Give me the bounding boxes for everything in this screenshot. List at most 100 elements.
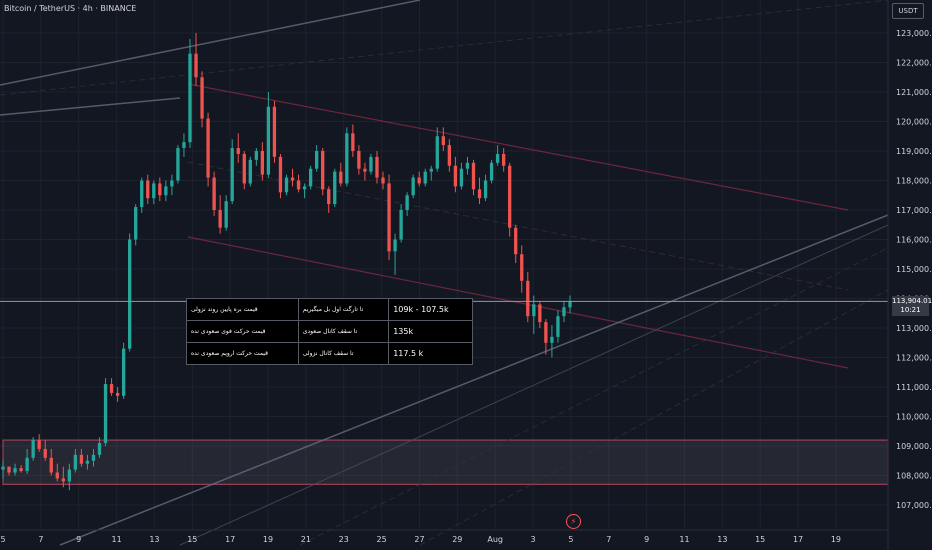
candle [393,233,397,275]
candle [85,454,90,470]
note-target: تا سقف کانال نزولی [297,342,390,365]
candle [140,177,144,213]
candle [188,38,192,149]
candle [176,145,180,184]
candle [381,171,385,190]
candle [339,162,343,187]
candle-body [188,53,192,143]
candle [49,448,53,476]
candle [290,168,295,187]
note-label: قیمت بره پایین روند نزولی [186,298,299,321]
candle [134,204,138,246]
candle-body [85,460,90,464]
time-tick-label: 5 [568,535,573,544]
currency-button[interactable]: USDT [892,3,924,19]
time-axis: 5 7 9 11 13 15 17 19 21 23 25 27 29 Aug 3 5 7 9 11 13 15 17 19 [0,535,841,544]
candle [532,295,536,334]
candle-body [158,183,162,196]
candle [248,156,252,187]
candle-body [532,304,536,317]
candle-body [67,469,72,482]
price-tick-label: 107,000.00 [896,501,932,510]
price-tick-label: 113,000.00 [896,324,932,333]
time-tick-label: 13 [149,535,159,544]
candle [315,145,319,172]
candle-body [538,304,542,323]
candle-body [134,207,138,240]
candle-body [477,189,482,199]
candle-body [272,106,277,157]
candle [345,127,349,187]
candle-body [501,153,506,166]
candle [182,133,186,157]
candle-body [345,133,349,184]
price-tick-label: 112,000.00 [896,354,932,363]
candle-body [339,171,343,184]
candle [441,127,445,151]
candle-body [290,177,295,181]
time-tick-label: 19 [263,535,273,544]
candle [423,168,427,187]
candle-body [115,392,120,396]
candle-body [37,440,41,449]
price-tick-label: 121,000.00 [896,88,932,97]
note-label: قیمت حرکت ارویم صعودی نده [186,342,299,365]
candle [13,463,17,476]
candle-body [242,153,246,184]
candle [115,387,120,402]
candle-body [55,472,59,479]
candle-body [321,151,325,190]
time-tick-label: 7 [606,535,611,544]
time-tick-label: 21 [301,535,311,544]
candle-body [315,151,319,169]
lightning-icon[interactable]: ⚡ [566,514,581,529]
table-row: قیمت حرکت فوی صعودی نده تا سقف کانال صعو… [186,320,473,343]
price-tick-label: 120,000.00 [896,118,932,127]
candle-body [13,468,17,473]
trend-line [0,0,889,96]
price-tick-label: 118,000.00 [896,177,932,186]
candle [230,139,234,205]
candle [79,448,84,467]
candle-body [351,133,355,151]
candle-body [164,186,168,196]
candle-body [550,336,554,343]
trend-line [299,247,889,546]
candle-body [103,384,108,444]
candle-body [31,440,35,458]
candle [164,180,168,202]
note-target: تا تارگت اول بل میگیریم [297,298,390,321]
candle [357,145,361,175]
candle-body [508,165,512,228]
candle [375,151,379,184]
candle [556,310,560,343]
candle-body [61,478,65,482]
time-tick-label: 15 [755,535,765,544]
candle [399,204,403,243]
candle-body [25,457,29,472]
candle-body [381,177,385,184]
candle-body [49,457,53,473]
candle-body [417,177,421,184]
price-tick-label: 109,000.00 [896,442,932,451]
candle [206,112,210,187]
candle [272,100,277,163]
candle [242,151,246,190]
candle-body [206,118,210,178]
candle [477,177,482,205]
candle-body [489,162,494,181]
bar-countdown: 10:21 [900,306,921,314]
candle [351,124,355,157]
symbol-title[interactable]: Bitcoin / TetherUS · 4h · BINANCE [4,4,137,13]
candle-body [278,156,283,193]
candle [296,174,301,193]
candle [19,465,23,473]
candle [520,245,524,293]
candle-body [200,77,204,119]
price-tick-label: 115,000.00 [896,265,932,274]
candle-body [128,239,132,349]
candle [55,463,59,482]
candle-body [302,186,307,190]
